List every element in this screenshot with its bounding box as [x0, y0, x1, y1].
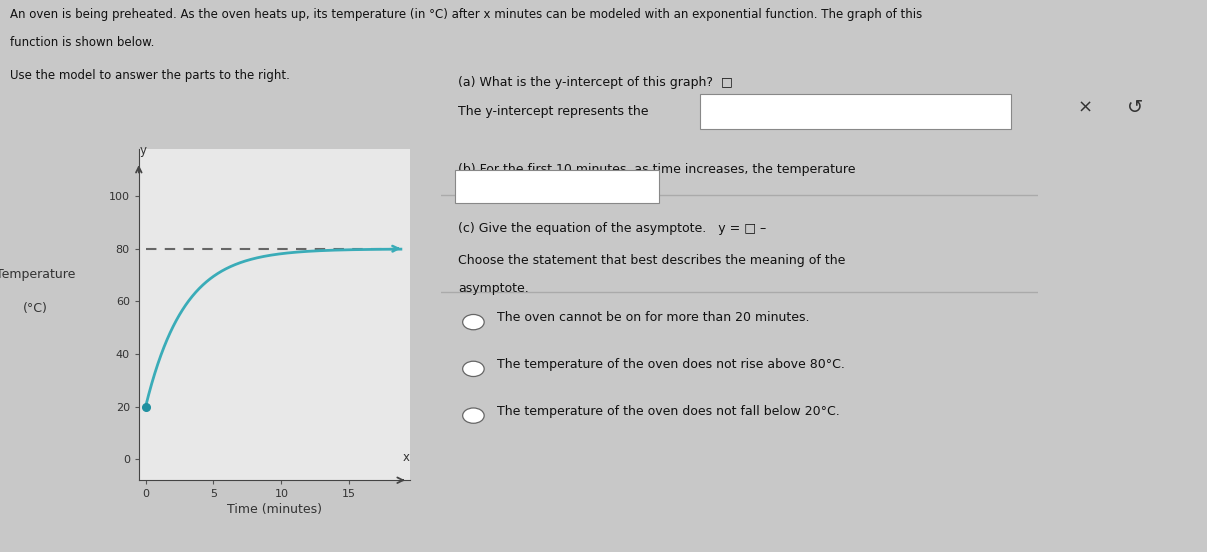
Text: The y-intercept represents the: The y-intercept represents the [459, 105, 649, 118]
Text: ▾: ▾ [993, 105, 999, 118]
Text: (Choose one): (Choose one) [716, 107, 789, 116]
Text: The oven cannot be on for more than 20 minutes.: The oven cannot be on for more than 20 m… [497, 311, 810, 325]
Text: asymptote.: asymptote. [459, 282, 529, 295]
Text: An oven is being preheated. As the oven heats up, its temperature (in °C) after : An oven is being preheated. As the oven … [10, 8, 922, 22]
Text: ↺: ↺ [1127, 98, 1143, 118]
Text: (°C): (°C) [23, 301, 48, 315]
Text: Choose the statement that best describes the meaning of the: Choose the statement that best describes… [459, 254, 846, 267]
FancyBboxPatch shape [455, 170, 659, 203]
Text: Use the model to answer the parts to the right.: Use the model to answer the parts to the… [10, 69, 290, 82]
Circle shape [462, 315, 484, 330]
Text: (b) For the first 10 minutes, as time increases, the temperature: (b) For the first 10 minutes, as time in… [459, 163, 856, 176]
Text: The temperature of the oven does not rise above 80°C.: The temperature of the oven does not ris… [497, 358, 845, 371]
Text: (a) What is the y-intercept of this graph?  □: (a) What is the y-intercept of this grap… [459, 76, 733, 89]
Text: Temperature: Temperature [0, 268, 75, 282]
Text: The temperature of the oven does not fall below 20°C.: The temperature of the oven does not fal… [497, 405, 840, 418]
Text: x: x [403, 452, 410, 464]
Circle shape [462, 361, 484, 376]
X-axis label: Time (minutes): Time (minutes) [227, 503, 322, 517]
Text: y: y [139, 144, 146, 157]
Text: ×: × [1077, 99, 1092, 117]
Text: (c) Give the equation of the asymptote.   y = □ –: (c) Give the equation of the asymptote. … [459, 222, 766, 235]
Text: (Choose one): (Choose one) [471, 182, 544, 192]
Text: ▾: ▾ [637, 180, 645, 193]
FancyBboxPatch shape [700, 94, 1011, 129]
Text: function is shown below.: function is shown below. [10, 36, 154, 49]
Circle shape [462, 408, 484, 423]
